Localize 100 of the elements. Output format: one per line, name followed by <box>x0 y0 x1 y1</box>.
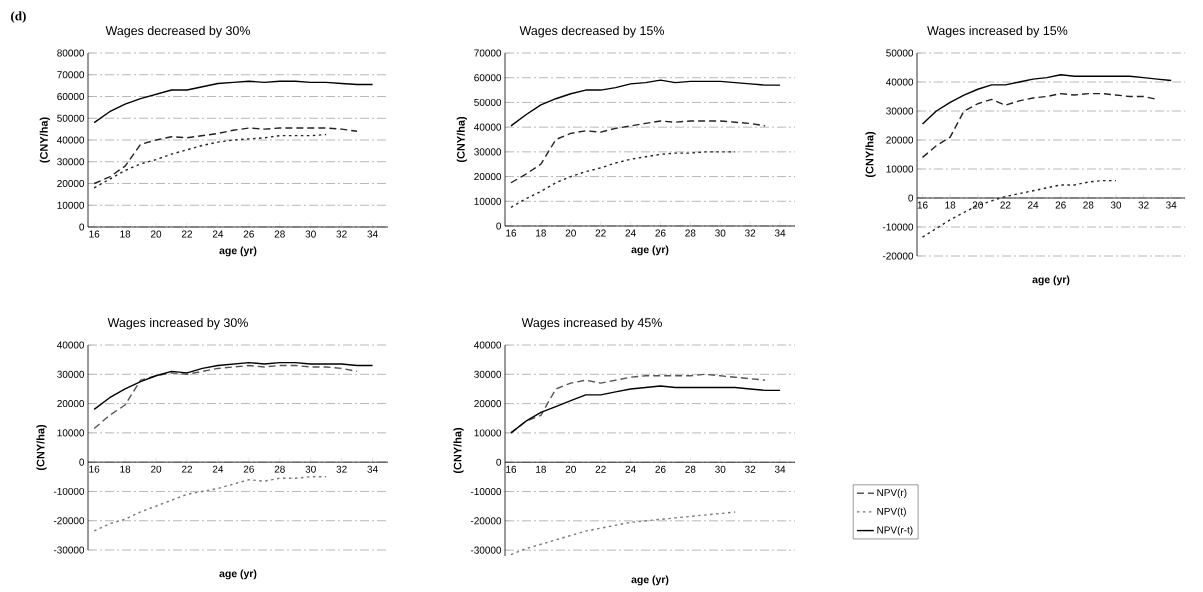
y-tick-label: -10000 <box>470 488 502 496</box>
x-tick-label: 16 <box>917 201 928 209</box>
x-tick-label: 24 <box>625 465 636 473</box>
y-tick-label: -30000 <box>470 546 502 554</box>
y-tick-label: 30000 <box>57 370 85 378</box>
y-tick-label: 30000 <box>474 370 502 378</box>
y-tick-label: 40000 <box>57 136 85 144</box>
y-tick-label: 50000 <box>57 114 85 122</box>
y-tick-label: 50000 <box>886 49 914 57</box>
x-tick-label: 34 <box>367 230 378 238</box>
x-tick-label: 22 <box>181 230 193 238</box>
y-tick-label: -10000 <box>53 487 85 495</box>
x-tick-label: 24 <box>212 465 224 473</box>
y-tick-label: 40000 <box>57 341 85 349</box>
x-tick-label: 16 <box>506 229 517 237</box>
y-tick-label: -20000 <box>882 252 914 260</box>
x-tick-label: 28 <box>685 229 696 237</box>
y-axis-title: (CNY/ha) <box>453 427 464 474</box>
x-axis-title: age (yr) <box>219 246 257 257</box>
y-tick-label: 0 <box>79 458 85 466</box>
y-tick-label: 80000 <box>57 49 85 57</box>
x-tick-label: 20 <box>151 230 162 238</box>
x-tick-label: 28 <box>274 465 285 473</box>
x-tick-label: 22 <box>595 229 606 237</box>
x-tick-label: 18 <box>120 465 131 473</box>
x-tick-label: 34 <box>367 465 378 473</box>
x-tick-label: 32 <box>336 230 347 238</box>
y-axis-title: (CNY/ha) <box>456 116 467 163</box>
y-tick-label: 30000 <box>57 158 85 166</box>
legend-label: NPV(r-t) <box>877 526 913 536</box>
x-tick-label: 30 <box>1110 201 1122 209</box>
x-tick-label: 24 <box>212 230 224 238</box>
y-tick-label: 20000 <box>474 400 502 408</box>
y-tick-label: 10000 <box>886 165 914 173</box>
x-tick-label: 26 <box>243 230 254 238</box>
y-tick-label: 0 <box>79 223 85 231</box>
x-tick-label: 28 <box>274 230 285 238</box>
y-axis-title: (CNY/ha) <box>865 131 876 178</box>
x-tick-label: 16 <box>506 465 517 473</box>
x-tick-label: 16 <box>89 465 100 473</box>
y-tick-label: 40000 <box>474 341 502 349</box>
x-tick-label: 30 <box>715 465 726 473</box>
chart-title: Wages decreased by 30% <box>105 25 250 38</box>
x-tick-label: 20 <box>565 229 576 237</box>
y-tick-label: 20000 <box>886 136 914 144</box>
y-tick-label: -10000 <box>882 223 914 231</box>
x-tick-label: 32 <box>745 229 756 237</box>
x-tick-label: 24 <box>625 229 636 237</box>
y-tick-label: 10000 <box>474 429 502 437</box>
y-tick-label: 30000 <box>886 107 914 115</box>
y-tick-label: -30000 <box>53 546 85 554</box>
x-tick-label: 30 <box>305 465 316 473</box>
x-tick-label: 32 <box>1138 201 1149 209</box>
x-tick-label: 26 <box>655 229 666 237</box>
chart-title: Wages increased by 30% <box>107 317 248 330</box>
y-tick-label: 20000 <box>57 400 85 408</box>
x-tick-label: 22 <box>595 465 606 473</box>
y-tick-label: 10000 <box>474 197 502 205</box>
x-tick-label: 26 <box>1055 201 1066 209</box>
legend-label: NPV(t) <box>877 507 906 517</box>
y-tick-label: -20000 <box>53 517 85 525</box>
y-tick-label: -20000 <box>470 517 502 525</box>
x-tick-label: 26 <box>243 465 254 473</box>
y-tick-label: 40000 <box>886 78 914 86</box>
chart-title: Wages increased by 15% <box>927 25 1068 38</box>
y-tick-label: 30000 <box>474 148 502 156</box>
chart-title: Wages increased by 45% <box>521 317 662 330</box>
x-tick-label: 24 <box>1028 201 1039 209</box>
x-axis-title: age (yr) <box>1032 275 1070 286</box>
y-tick-label: 10000 <box>57 429 85 437</box>
chart-title: Wages decreased by 15% <box>519 25 664 38</box>
y-tick-label: 70000 <box>474 49 502 57</box>
x-tick-label: 18 <box>120 230 131 238</box>
x-tick-label: 20 <box>565 465 576 473</box>
y-tick-label: 40000 <box>474 123 502 131</box>
legend-label: NPV(r) <box>877 488 907 499</box>
y-tick-label: 0 <box>496 222 502 230</box>
x-tick-label: 18 <box>536 229 546 237</box>
y-axis-title: (CNY/ha) <box>39 117 50 163</box>
y-tick-label: 60000 <box>474 74 502 82</box>
x-tick-label: 20 <box>151 465 162 473</box>
y-tick-label: 60000 <box>57 92 85 101</box>
x-axis-title: age (yr) <box>219 569 257 580</box>
x-tick-label: 28 <box>1083 201 1094 209</box>
x-tick-label: 34 <box>1166 201 1177 209</box>
y-tick-label: 10000 <box>57 201 85 209</box>
x-tick-label: 28 <box>685 465 696 473</box>
x-tick-label: 30 <box>715 229 726 237</box>
x-tick-label: 34 <box>774 465 786 473</box>
y-tick-label: 20000 <box>474 173 502 181</box>
x-tick-label: 22 <box>1000 201 1011 209</box>
x-tick-label: 30 <box>305 230 316 238</box>
x-tick-label: 20 <box>972 201 983 209</box>
text: (d) <box>11 11 26 24</box>
x-axis-title: age (yr) <box>631 245 669 256</box>
y-tick-label: 50000 <box>474 98 502 106</box>
x-tick-label: 22 <box>181 465 193 473</box>
y-tick-label: 0 <box>908 194 914 202</box>
y-tick-label: 0 <box>496 458 502 466</box>
y-tick-label: 70000 <box>57 71 85 79</box>
